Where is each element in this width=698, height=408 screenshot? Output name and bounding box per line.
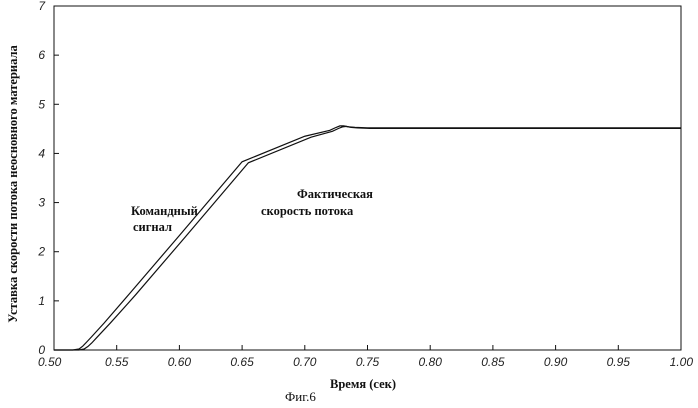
annotation-command-signal-line1: Командный bbox=[131, 204, 198, 218]
x-tick-label: 0.65 bbox=[230, 355, 254, 369]
plot-frame bbox=[54, 6, 681, 350]
annotation-actual-flow-line2: скорость потока bbox=[261, 204, 354, 218]
x-tick-label: 0.90 bbox=[544, 355, 568, 369]
series-group bbox=[54, 126, 681, 350]
annotation-actual-flow-line1: Фактическая bbox=[297, 187, 373, 201]
y-tick-label: 4 bbox=[38, 146, 45, 160]
figure-caption: Фиг.6 bbox=[285, 389, 316, 404]
series-actual-flow-line bbox=[54, 126, 681, 350]
y-tick-label: 1 bbox=[38, 294, 45, 308]
x-axis-title: Время (сек) bbox=[330, 377, 396, 391]
line-chart: 01234567 0.500.550.600.650.700.750.800.8… bbox=[0, 0, 698, 408]
x-tick-label: 0.60 bbox=[168, 355, 192, 369]
x-tick-label: 0.80 bbox=[419, 355, 443, 369]
x-tick-label: 0.75 bbox=[356, 355, 380, 369]
y-axis: 01234567 bbox=[37, 0, 59, 357]
x-tick-label: 0.70 bbox=[293, 355, 317, 369]
x-tick-label: 1.00 bbox=[670, 355, 694, 369]
y-tick-label: 3 bbox=[38, 196, 45, 210]
annotation-command-signal-line2: сигнал bbox=[133, 220, 172, 234]
y-tick-label: 2 bbox=[37, 245, 45, 259]
series-command-signal-line bbox=[54, 126, 681, 350]
x-tick-label: 0.85 bbox=[481, 355, 505, 369]
y-axis-title: Уставка скорости потока неосновного мате… bbox=[6, 45, 20, 323]
y-tick-label: 6 bbox=[38, 48, 45, 62]
x-tick-label: 0.55 bbox=[105, 355, 129, 369]
figure-page: 01234567 0.500.550.600.650.700.750.800.8… bbox=[0, 0, 698, 408]
y-tick-label: 7 bbox=[38, 0, 46, 13]
x-axis: 0.50 0.55 0.60 0.65 0.70 0.75 0.80 0.85 0.90 0.95… bbox=[38, 345, 693, 369]
x-tick-label: 0.50 bbox=[38, 355, 62, 369]
x-tick-label: 0.95 bbox=[607, 355, 631, 369]
y-tick-label: 5 bbox=[38, 97, 45, 111]
